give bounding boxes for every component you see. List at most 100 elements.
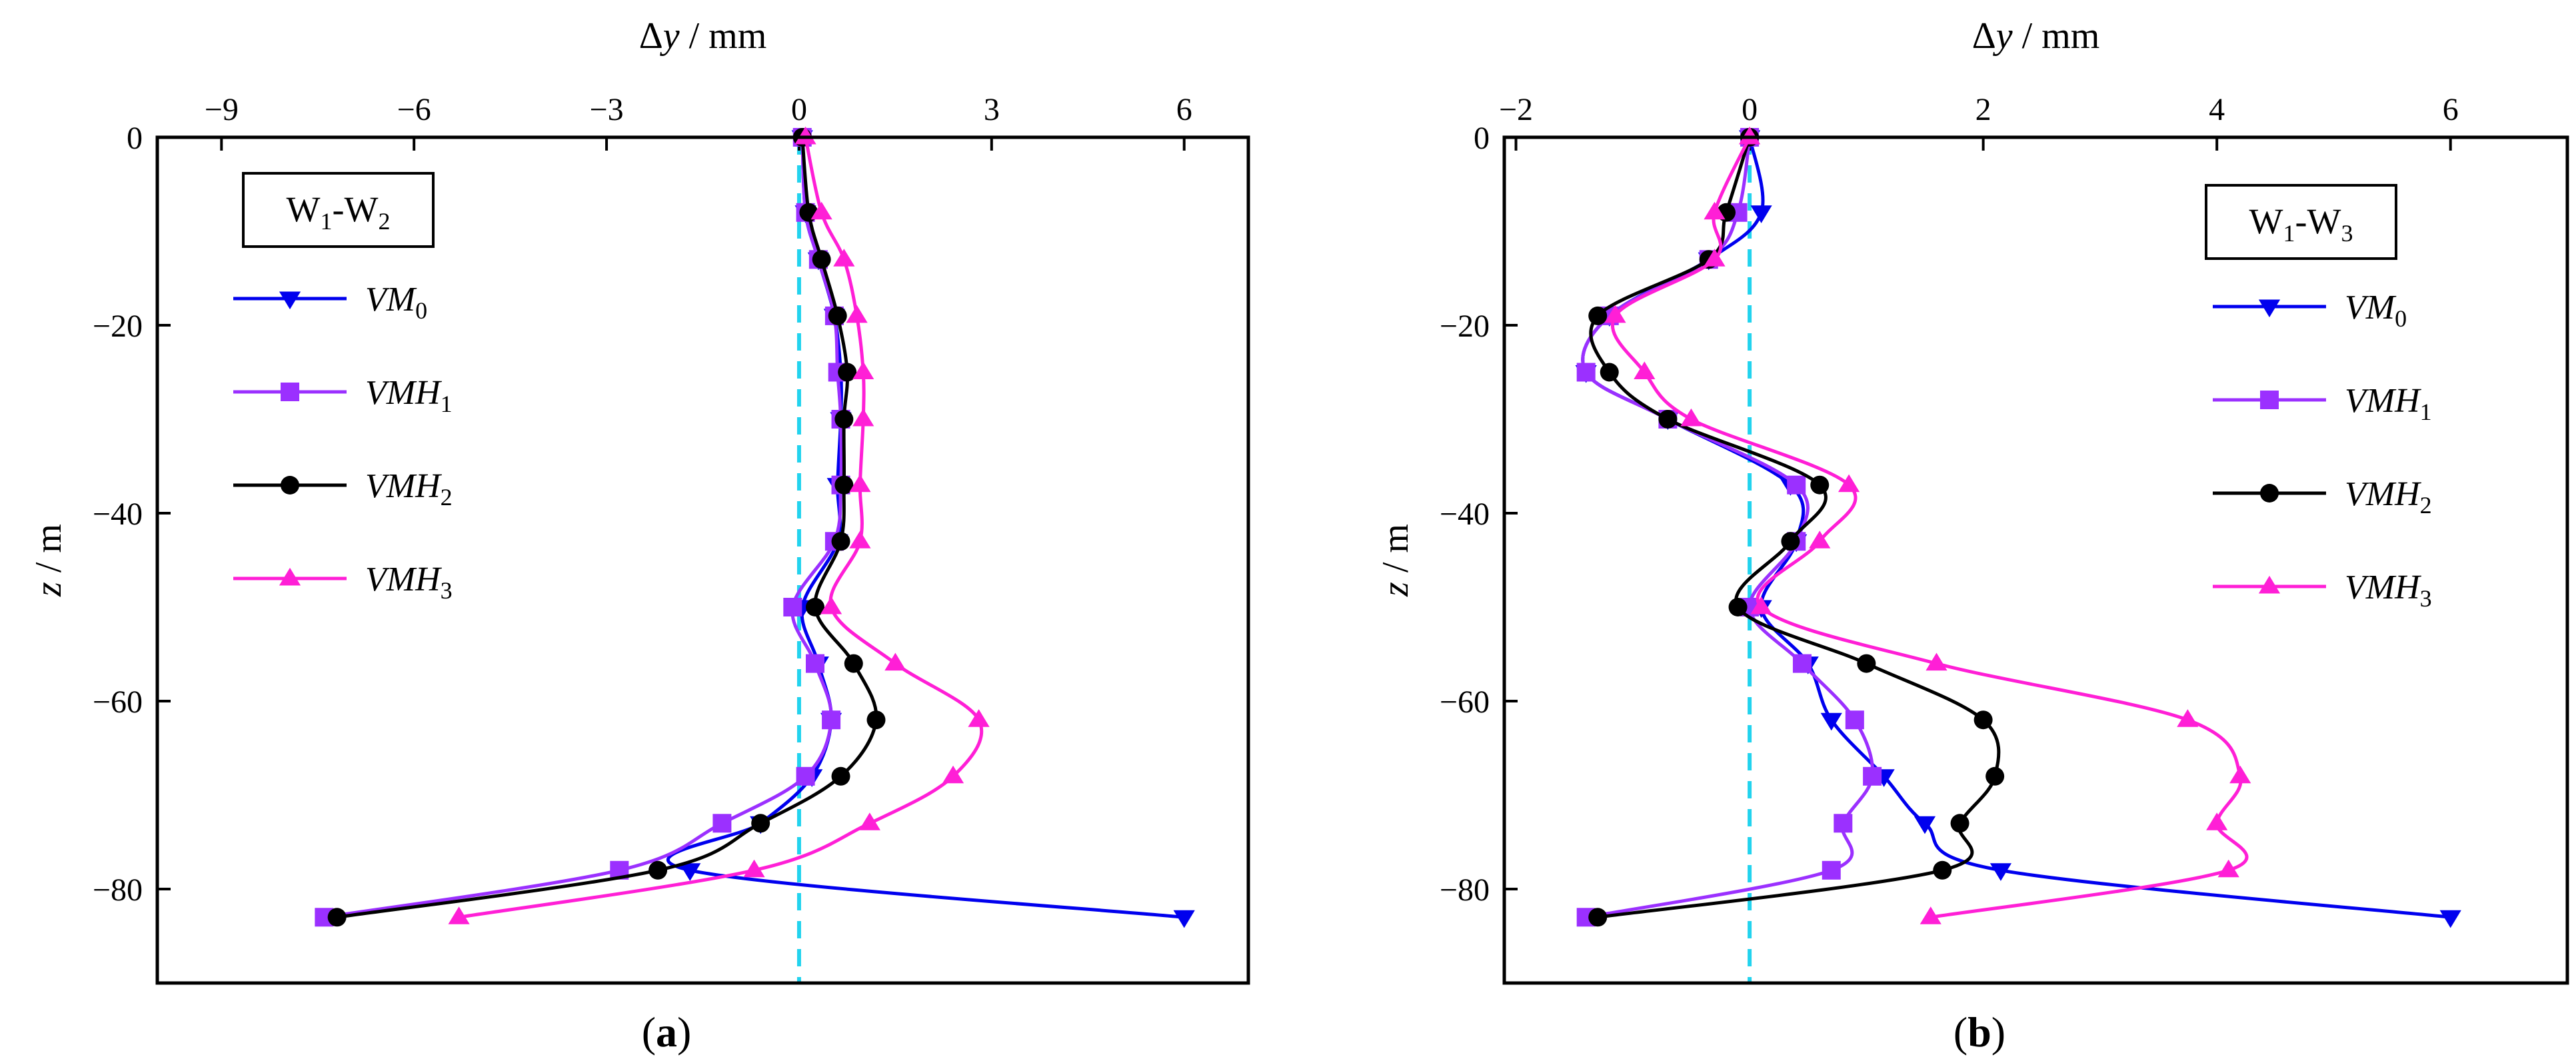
series-line xyxy=(1581,137,1875,919)
data-point xyxy=(1989,863,2012,881)
panel-label-open: ( xyxy=(642,1008,656,1056)
data-point xyxy=(833,249,855,267)
x-tick-label: 0 xyxy=(791,92,807,127)
y-axis-label-unit: / m xyxy=(1375,524,1416,582)
data-point xyxy=(2217,859,2239,878)
legend-entry: VMH2 xyxy=(233,467,453,511)
y-tick-label: −20 xyxy=(1440,309,1490,344)
legend-marker xyxy=(279,291,301,310)
data-point xyxy=(1750,596,1772,614)
plot-frame xyxy=(155,135,1250,985)
data-point xyxy=(1933,860,1952,880)
data-point xyxy=(1834,814,1853,833)
legend-entry: VM0 xyxy=(233,281,427,324)
y-tick-label: −40 xyxy=(1440,497,1490,532)
series-vm0 xyxy=(666,130,1195,928)
y-tick-label: −60 xyxy=(93,684,143,720)
legend-label: VMH1 xyxy=(365,374,453,417)
data-point xyxy=(1792,654,1812,673)
legend-sub: 1 xyxy=(441,391,453,417)
well-pair-box xyxy=(2205,184,2397,260)
well-pair-sub1: 1 xyxy=(2283,220,2295,247)
well-pair-sep: -W xyxy=(2295,201,2341,241)
y-axis-label-unit: / m xyxy=(28,524,69,582)
x-axis-label-unit: / mm xyxy=(680,15,767,57)
legend-entry: VMH3 xyxy=(2213,568,2432,612)
data-point xyxy=(810,201,832,220)
legend-label: VMH2 xyxy=(2345,475,2432,519)
data-point xyxy=(834,475,854,495)
data-point xyxy=(806,654,825,673)
legend-sub: 0 xyxy=(2395,305,2407,332)
data-point xyxy=(942,765,964,784)
x-tick-label: 3 xyxy=(984,92,1000,127)
data-point xyxy=(1973,710,1993,730)
data-point xyxy=(1750,205,1772,223)
y-tick-label: 0 xyxy=(127,121,143,156)
legend-marker xyxy=(279,567,301,586)
x-tick-label: −2 xyxy=(1499,92,1533,127)
series-vmh2 xyxy=(1588,128,2005,927)
data-point xyxy=(1950,814,1969,833)
series-line xyxy=(459,137,984,919)
legend-label: VM0 xyxy=(2345,289,2407,332)
data-point xyxy=(1576,363,1596,382)
y-tick-label: −20 xyxy=(93,309,143,344)
data-point xyxy=(1838,474,1860,493)
data-point xyxy=(828,306,847,325)
data-point xyxy=(1658,410,1678,429)
data-point xyxy=(327,908,347,927)
x-tick-label: 0 xyxy=(1742,92,1758,127)
data-point xyxy=(1810,475,1830,495)
legend-entry: VMH1 xyxy=(2213,382,2432,425)
y-tick-label: −40 xyxy=(93,497,143,532)
legend-sub: 2 xyxy=(441,484,453,511)
x-tick-label: −9 xyxy=(205,92,239,127)
panel-label: (a) xyxy=(642,1008,692,1056)
legend-marker xyxy=(281,476,299,495)
data-point xyxy=(1173,910,1195,928)
data-point xyxy=(831,532,850,551)
data-point xyxy=(1600,363,1619,382)
x-axis-label-var: y xyxy=(660,15,680,57)
well-pair-main1: W xyxy=(287,189,321,229)
data-point xyxy=(1920,906,1941,924)
data-point xyxy=(1680,408,1702,427)
data-point xyxy=(806,598,825,616)
x-tick-label: 4 xyxy=(2209,92,2225,127)
legend-label: VM0 xyxy=(365,281,427,324)
data-point xyxy=(796,766,815,786)
data-point xyxy=(844,654,863,673)
well-pair-label: W1-W2 xyxy=(287,189,391,235)
series-vmh3 xyxy=(448,126,990,924)
data-point xyxy=(648,860,668,880)
data-point xyxy=(1738,126,1761,145)
x-axis-label-unit: / mm xyxy=(2013,15,2100,57)
legend-sub: 1 xyxy=(2420,399,2432,425)
panel-label: (b) xyxy=(1953,1008,2005,1056)
well-pair-label: W1-W3 xyxy=(2249,201,2353,247)
data-point xyxy=(448,906,470,924)
data-point xyxy=(849,474,871,493)
x-axis-label: Δy / mm xyxy=(1972,15,2100,57)
legend-sub: 3 xyxy=(441,577,453,604)
data-point xyxy=(794,126,816,145)
legend-name: VMH xyxy=(365,467,442,505)
legend-sub: 3 xyxy=(2420,585,2432,612)
x-tick-label: 2 xyxy=(1975,92,1991,127)
data-point xyxy=(820,596,842,614)
y-tick-label: −60 xyxy=(1440,684,1490,720)
y-tick-label: −80 xyxy=(93,872,143,908)
legend-sub: 0 xyxy=(415,297,427,324)
series-vmh3 xyxy=(1604,126,2251,924)
data-point xyxy=(1863,766,1882,786)
plot-frame xyxy=(1502,135,2569,985)
well-pair-box xyxy=(242,172,435,248)
data-point xyxy=(866,710,886,730)
data-point xyxy=(968,709,990,727)
data-point xyxy=(1704,201,1726,220)
data-point xyxy=(1728,598,1748,616)
legend-sub: 2 xyxy=(2420,492,2432,519)
